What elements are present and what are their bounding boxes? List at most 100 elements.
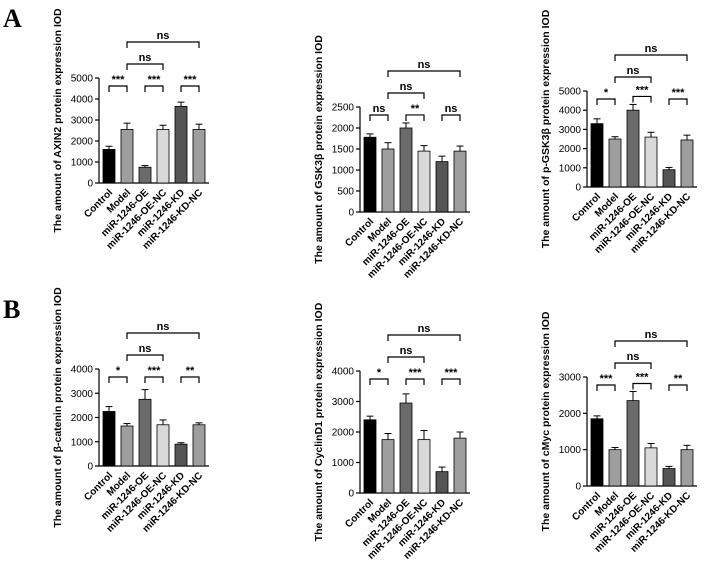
y-tick-label: 4000 bbox=[71, 95, 94, 106]
significance-bracket bbox=[441, 378, 461, 385]
panel-label-a: A bbox=[3, 4, 22, 33]
bar-3 bbox=[138, 398, 152, 467]
significance-label: ns bbox=[139, 343, 152, 355]
y-tick-label: 2000 bbox=[332, 428, 355, 439]
significance-label: ns bbox=[645, 43, 658, 55]
significance-label: *** bbox=[409, 367, 423, 379]
significance-bracket bbox=[614, 54, 688, 61]
chart-5: 0 1000 2000 3000 4000 The amount of CyclinD1 … bbox=[313, 302, 470, 562]
significance-label: *** bbox=[112, 74, 126, 86]
y-tick-label: 1000 bbox=[71, 158, 94, 169]
significance-bracket bbox=[632, 382, 652, 390]
significance-bracket bbox=[369, 114, 389, 121]
significance-bracket bbox=[614, 340, 688, 347]
y-axis-title: The amount of cMyc protein expression IO… bbox=[540, 311, 552, 531]
bar-3 bbox=[399, 402, 413, 494]
significance-bracket bbox=[144, 85, 164, 92]
y-tick-label: 1000 bbox=[332, 458, 355, 469]
significance-bracket bbox=[387, 334, 461, 341]
bar-5 bbox=[435, 161, 449, 213]
bar-3 bbox=[138, 166, 152, 184]
significance-bracket bbox=[632, 95, 652, 103]
significance-label: ns bbox=[157, 30, 170, 42]
y-tick-label: 0 bbox=[348, 489, 354, 500]
y-axis-title: The amount of p-GSK3β protein expression… bbox=[540, 9, 552, 248]
y-tick-label: 1000 bbox=[559, 445, 582, 456]
y-tick-label: 3000 bbox=[332, 397, 355, 408]
significance-label: * bbox=[604, 87, 609, 99]
significance-label: *** bbox=[148, 74, 162, 86]
chart-6: 0 1000 2000 3000 The amount of cMyc protein … bbox=[540, 311, 697, 555]
y-tick-label: 0 bbox=[575, 482, 581, 493]
bar-4 bbox=[156, 129, 170, 184]
bar-5 bbox=[435, 471, 449, 494]
y-tick-label: 3000 bbox=[71, 389, 94, 400]
significance-label: *** bbox=[636, 372, 650, 384]
y-tick-label: 1500 bbox=[332, 145, 355, 156]
bar-4 bbox=[644, 447, 658, 487]
significance-bracket bbox=[387, 92, 425, 99]
significance-label: ns bbox=[418, 323, 431, 335]
bar-5 bbox=[662, 468, 676, 487]
bar-5 bbox=[174, 105, 188, 184]
significance-label: ns bbox=[645, 329, 658, 341]
y-tick-label: 4000 bbox=[71, 365, 94, 376]
significance-bracket bbox=[126, 63, 164, 70]
bar-1 bbox=[102, 411, 116, 467]
y-axis-title: The amount of AXIN2 protein expression I… bbox=[52, 8, 64, 233]
y-tick-label: 5000 bbox=[559, 87, 582, 98]
panel-label-b: B bbox=[3, 295, 20, 324]
significance-bracket bbox=[126, 332, 200, 339]
y-tick-label: 1000 bbox=[332, 166, 355, 177]
significance-bracket bbox=[614, 362, 652, 369]
bar-5 bbox=[174, 443, 188, 467]
chart-2: 0 500 1000 1500 2000 2500 The amount of GSK3β … bbox=[313, 35, 470, 281]
y-tick-label: 2500 bbox=[332, 103, 355, 114]
bar-2 bbox=[120, 425, 134, 467]
significance-label: ns bbox=[445, 103, 458, 115]
significance-label: *** bbox=[600, 373, 614, 385]
significance-label: *** bbox=[672, 87, 686, 99]
y-tick-label: 2000 bbox=[559, 144, 582, 155]
significance-label: *** bbox=[445, 367, 459, 379]
y-tick-label: 0 bbox=[575, 183, 581, 194]
bar-3 bbox=[399, 127, 413, 213]
y-tick-label: 0 bbox=[87, 179, 93, 190]
y-tick-label: 0 bbox=[87, 462, 93, 473]
significance-label: ns bbox=[373, 103, 386, 115]
charts: 0 1000 2000 3000 4000 5000 The amount of AXIN2… bbox=[52, 8, 697, 562]
y-axis-title: The amount of β-catenin protein expressi… bbox=[52, 287, 64, 528]
bar-1 bbox=[363, 136, 377, 213]
significance-bracket bbox=[108, 376, 128, 383]
chart-1: 0 1000 2000 3000 4000 5000 The amount of AXIN2… bbox=[52, 8, 209, 252]
significance-bracket bbox=[387, 356, 425, 363]
significance-bracket bbox=[126, 354, 164, 361]
significance-bracket bbox=[126, 41, 200, 48]
significance-bracket bbox=[596, 384, 616, 391]
y-axis-title: The amount of GSK3β protein expression I… bbox=[313, 35, 325, 264]
significance-label: ns bbox=[627, 351, 640, 363]
y-tick-label: 3000 bbox=[71, 116, 94, 127]
significance-label: * bbox=[116, 365, 121, 377]
significance-bracket bbox=[108, 85, 128, 92]
bar-5 bbox=[662, 169, 676, 188]
bar-2 bbox=[381, 439, 395, 494]
significance-label: ** bbox=[411, 103, 420, 115]
y-tick-label: 2000 bbox=[71, 137, 94, 148]
significance-label: ** bbox=[674, 373, 683, 385]
y-tick-label: 4000 bbox=[559, 106, 582, 117]
significance-bracket bbox=[180, 85, 200, 92]
bar-2 bbox=[608, 138, 622, 188]
significance-bracket bbox=[614, 76, 652, 83]
significance-bracket bbox=[180, 376, 200, 383]
bar-2 bbox=[608, 449, 622, 487]
bar-2 bbox=[381, 148, 395, 213]
significance-label: * bbox=[377, 367, 382, 379]
y-tick-label: 0 bbox=[348, 208, 354, 219]
bar-6 bbox=[453, 150, 467, 213]
bar-4 bbox=[644, 136, 658, 188]
significance-bracket bbox=[596, 98, 616, 105]
y-tick-label: 2000 bbox=[332, 124, 355, 135]
significance-bracket bbox=[405, 114, 425, 121]
bar-6 bbox=[680, 449, 694, 487]
